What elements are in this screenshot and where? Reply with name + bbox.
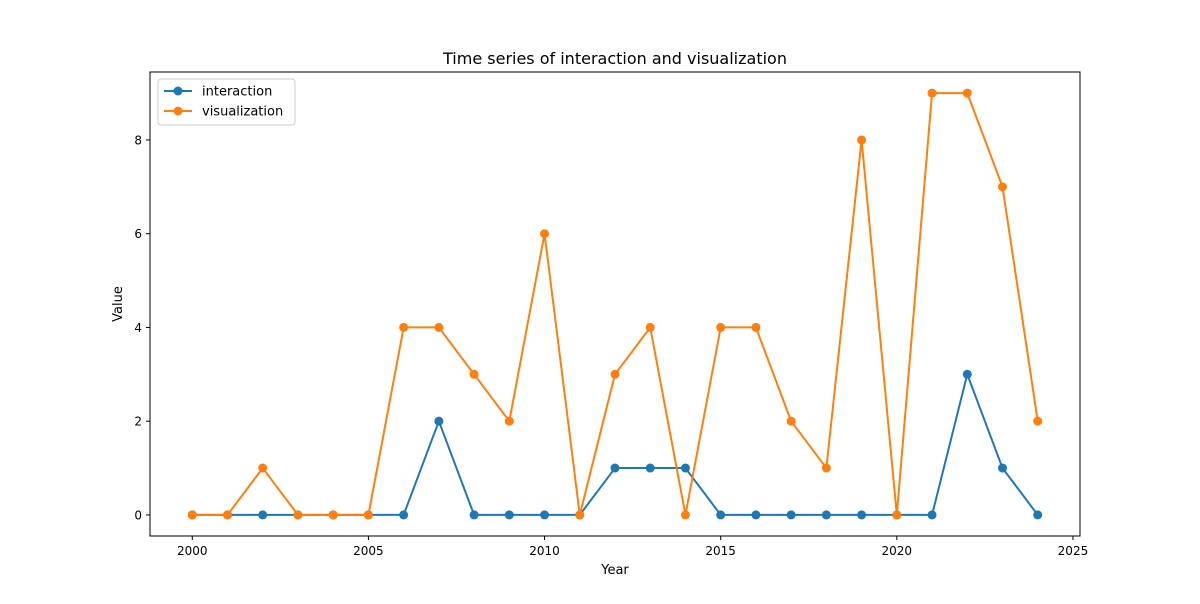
data-point-visualization (821, 463, 831, 473)
data-point-interaction (258, 510, 268, 520)
data-point-interaction (680, 463, 690, 473)
legend: interaction visualization (157, 78, 296, 126)
legend-marker-visualization (173, 106, 183, 116)
data-point-visualization (434, 322, 444, 332)
data-point-visualization (575, 510, 585, 520)
data-point-visualization (328, 510, 338, 520)
legend-label-interaction: interaction (202, 85, 272, 100)
y-tick-label: 8 (134, 133, 142, 147)
plot-frame (149, 71, 1081, 537)
data-point-interaction (962, 369, 972, 379)
data-point-visualization (540, 229, 550, 239)
data-point-interaction (751, 510, 761, 520)
y-tick-label: 4 (134, 321, 142, 335)
x-tick-label: 2000 (177, 544, 208, 558)
data-point-interaction (399, 510, 409, 520)
x-tick-label: 2010 (529, 544, 560, 558)
x-tick-label: 2005 (353, 544, 384, 558)
data-point-interaction (786, 510, 796, 520)
data-point-visualization (645, 322, 655, 332)
data-point-visualization (962, 88, 972, 98)
data-point-interaction (504, 510, 514, 520)
axes: 2000 2005 2010 2015 2020 2025 0 2 4 6 8 (134, 133, 1088, 558)
data-point-visualization (610, 369, 620, 379)
data-point-visualization (258, 463, 268, 473)
data-point-visualization (223, 510, 232, 520)
y-tick-label: 6 (134, 227, 142, 241)
data-point-visualization (399, 322, 409, 332)
data-point-interaction (998, 463, 1007, 473)
y-tick-label: 0 (134, 508, 142, 522)
legend-marker-interaction (173, 86, 183, 96)
data-point-visualization (1033, 416, 1043, 426)
data-point-interaction (469, 510, 479, 520)
x-axis-label: Year (600, 563, 629, 578)
data-point-visualization (469, 369, 479, 379)
data-point-interaction (610, 463, 620, 473)
data-point-interaction (1033, 510, 1043, 520)
x-tick-label: 2020 (882, 544, 913, 558)
chart-title: Time series of interaction and visualiza… (442, 49, 787, 68)
data-point-interaction (857, 510, 867, 520)
data-point-interaction (434, 416, 444, 426)
data-point-interaction (716, 510, 726, 520)
data-point-visualization (927, 88, 937, 98)
data-point-visualization (504, 416, 514, 426)
data-point-visualization (751, 322, 761, 332)
data-point-visualization (786, 416, 796, 426)
legend-label-visualization: visualization (202, 105, 283, 120)
data-point-visualization (293, 510, 303, 520)
series-layer (187, 88, 1043, 520)
data-point-visualization (363, 510, 373, 520)
data-point-interaction (645, 463, 655, 473)
y-tick-label: 2 (134, 415, 142, 429)
data-point-visualization (187, 510, 197, 520)
data-point-visualization (680, 510, 690, 520)
data-point-visualization (716, 322, 726, 332)
data-point-visualization (857, 135, 867, 145)
data-point-visualization (892, 510, 902, 520)
data-point-interaction (821, 510, 831, 520)
data-point-interaction (927, 510, 937, 520)
y-axis-label: Value (111, 286, 126, 322)
x-tick-label: 2015 (705, 544, 736, 558)
data-point-visualization (998, 182, 1007, 192)
data-point-interaction (540, 510, 550, 520)
x-tick-label: 2025 (1058, 544, 1089, 558)
legend-box (157, 78, 296, 126)
